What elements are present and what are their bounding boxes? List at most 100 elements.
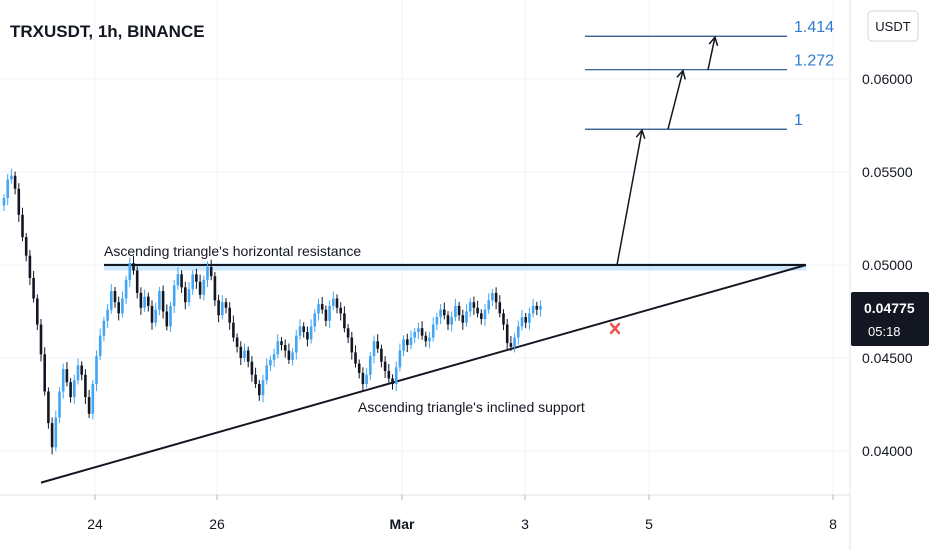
- candle-body: [43, 354, 46, 392]
- candle-body: [328, 305, 331, 321]
- candle-body: [402, 339, 405, 351]
- candle-body: [372, 341, 376, 357]
- candle-body: [124, 279, 128, 299]
- candle-body: [254, 374, 257, 385]
- candle-body: [528, 313, 531, 323]
- candle-body: [2, 198, 6, 206]
- y-tick-label: 0.05000: [862, 257, 913, 273]
- candle-body: [394, 367, 398, 385]
- candle-body: [476, 307, 479, 314]
- candle-body: [309, 326, 313, 340]
- projection-arrow-shaft: [616, 130, 643, 266]
- x-tick-label: 5: [645, 516, 653, 532]
- y-tick-label: 0.06000: [862, 71, 913, 87]
- candle-body: [443, 309, 446, 316]
- candle-body: [313, 313, 317, 327]
- currency-label: USDT: [875, 19, 910, 34]
- candle-body: [161, 291, 165, 312]
- candle-body: [110, 291, 113, 310]
- candle-body: [269, 359, 272, 366]
- candle-body: [391, 378, 394, 385]
- candle-body: [446, 315, 450, 325]
- candle-body: [98, 335, 102, 357]
- candle-body: [461, 315, 465, 323]
- candle-body: [369, 356, 372, 375]
- projection-arrow-head: [676, 69, 686, 80]
- candle-body: [76, 365, 80, 381]
- projection-arrow-head: [708, 35, 719, 47]
- projection-arrow-shaft: [707, 37, 716, 70]
- candle-body: [361, 372, 365, 385]
- candle-body: [513, 337, 516, 347]
- candle-body: [17, 188, 21, 215]
- candle-body: [531, 305, 535, 314]
- candle-body: [154, 309, 157, 323]
- candle-body: [198, 281, 202, 295]
- candle-body: [143, 296, 146, 308]
- candle-body: [317, 304, 320, 314]
- currency-button[interactable]: USDT: [867, 10, 919, 42]
- candle-body: [335, 298, 339, 308]
- candle-body: [246, 350, 250, 362]
- candle-body: [468, 302, 472, 312]
- candle-body: [520, 317, 524, 327]
- candle-body: [380, 348, 383, 362]
- x-axis-ticks: 24 26 Mar 3 5 8: [87, 495, 837, 532]
- fib-level-label: 1.414: [794, 19, 834, 36]
- candle-body: [539, 305, 542, 310]
- trendlines-layer: [40, 264, 807, 484]
- candle-body: [291, 352, 294, 360]
- arrows-layer: [616, 35, 719, 266]
- support-line: [40, 264, 807, 484]
- candles-layer: [2, 168, 542, 455]
- candle-body: [261, 380, 265, 396]
- candle-body: [258, 384, 261, 396]
- candle-body: [128, 263, 132, 280]
- candle-body: [487, 300, 490, 310]
- fib-level-label: 1.272: [794, 53, 834, 70]
- candle-body: [54, 417, 58, 448]
- current-price-badge: 0.04775 05:18: [851, 292, 929, 346]
- y-axis-ticks: 0.06000 0.05500 0.05000 0.04500 0.04000: [862, 71, 913, 459]
- x-tick-label: 26: [209, 516, 225, 532]
- candle-body: [239, 346, 243, 358]
- candle-body: [132, 263, 135, 271]
- candle-body: [417, 328, 420, 332]
- candle-body: [498, 302, 502, 314]
- candle-body: [202, 279, 206, 295]
- candle-body: [343, 313, 346, 329]
- candle-body: [80, 365, 83, 375]
- candle-body: [287, 350, 291, 360]
- candle-body: [428, 337, 431, 342]
- candle-body: [250, 361, 254, 375]
- candle-body: [221, 302, 224, 316]
- y-tick-label: 0.04000: [862, 443, 913, 459]
- candle-body: [413, 331, 416, 338]
- candle-body: [176, 274, 180, 286]
- candle-body: [147, 296, 150, 306]
- candle-body: [69, 382, 72, 398]
- candle-body: [102, 320, 106, 336]
- candle-body: [457, 305, 461, 316]
- candle-body: [217, 300, 220, 316]
- candle-body: [524, 317, 527, 323]
- fib-layer: 1.414 1.272 1: [585, 19, 834, 130]
- candle-body: [472, 302, 476, 308]
- candle-body: [406, 339, 409, 345]
- candle-body: [6, 179, 9, 199]
- candle-body: [224, 302, 228, 308]
- candle-body: [232, 322, 235, 338]
- candle-body: [295, 335, 298, 353]
- candle-body: [505, 324, 509, 344]
- candle-body: [209, 266, 213, 277]
- invalidation-x-icon: [609, 322, 621, 335]
- candle-body: [73, 380, 76, 398]
- candle-body: [320, 304, 324, 310]
- candle-body: [135, 270, 139, 293]
- candle-body: [424, 335, 428, 342]
- candle-body: [435, 317, 439, 325]
- candle-body: [158, 291, 161, 310]
- candle-body: [50, 423, 54, 448]
